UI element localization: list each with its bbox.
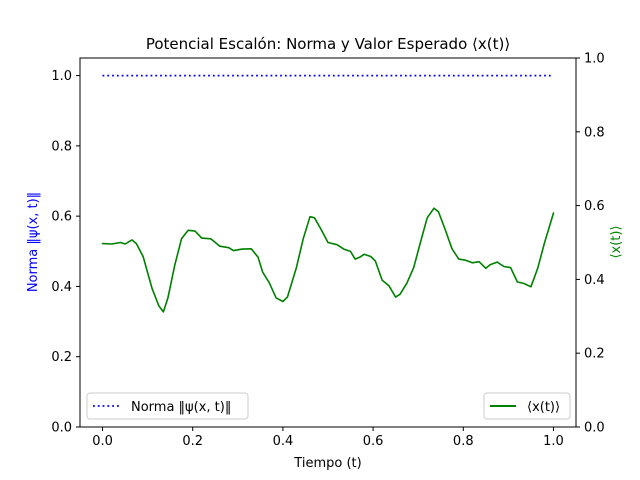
x-tick-label: 0.8 [453,434,474,449]
x-tick-label: 0.6 [363,434,384,449]
y-right-tick-label: 0.2 [584,347,605,362]
x-tick-label: 1.0 [543,434,564,449]
legend-right-label: ⟨x(t)⟩ [527,400,560,415]
legend-right: ⟨x(t)⟩ [483,392,571,420]
y-right-tick-label: 0.8 [584,125,605,140]
legend-left-box [86,392,249,420]
legend-right-box [483,392,571,420]
y-axis-right-label: ⟨x(t)⟩ [609,225,624,258]
x-tick-label: 0.4 [273,434,294,449]
y-right-tick-label: 0.4 [584,273,605,288]
y-left-tick-label: 0.8 [51,139,72,154]
x-axis-label: Tiempo (t) [293,456,361,471]
series-expected-x-line [101,207,555,313]
y-right-tick-label: 1.0 [584,52,605,67]
axes: 0.0 0.2 0.4 0.6 0.8 1.0 0.0 0.2 0.4 0.6 0.8 1.0 0.0 0… [51,52,604,450]
y-left-tick-label: 0.2 [51,350,72,365]
x-tick-label: 0.0 [92,434,113,449]
x-tick-label: 0.2 [182,434,203,449]
chart-title: Potencial Escalón: Norma y Valor Esperad… [146,35,510,53]
legend-left-label: Norma ‖ψ(x, t)‖ [131,400,231,415]
y-right-tick-label: 0.0 [584,421,605,436]
y-left-tick-label: 0.6 [51,210,72,225]
y-left-tick-label: 0.4 [51,280,72,295]
y-axis-left-label: Norma ‖ψ(x, t)‖ [26,192,41,292]
y-left-tick-label: 0.0 [51,421,72,436]
y-right-tick-label: 0.6 [584,199,605,214]
y-left-tick-label: 1.0 [51,69,72,84]
legend-left: Norma ‖ψ(x, t)‖ [86,392,249,420]
plot-area [101,74,555,313]
plot-frame [79,57,577,428]
